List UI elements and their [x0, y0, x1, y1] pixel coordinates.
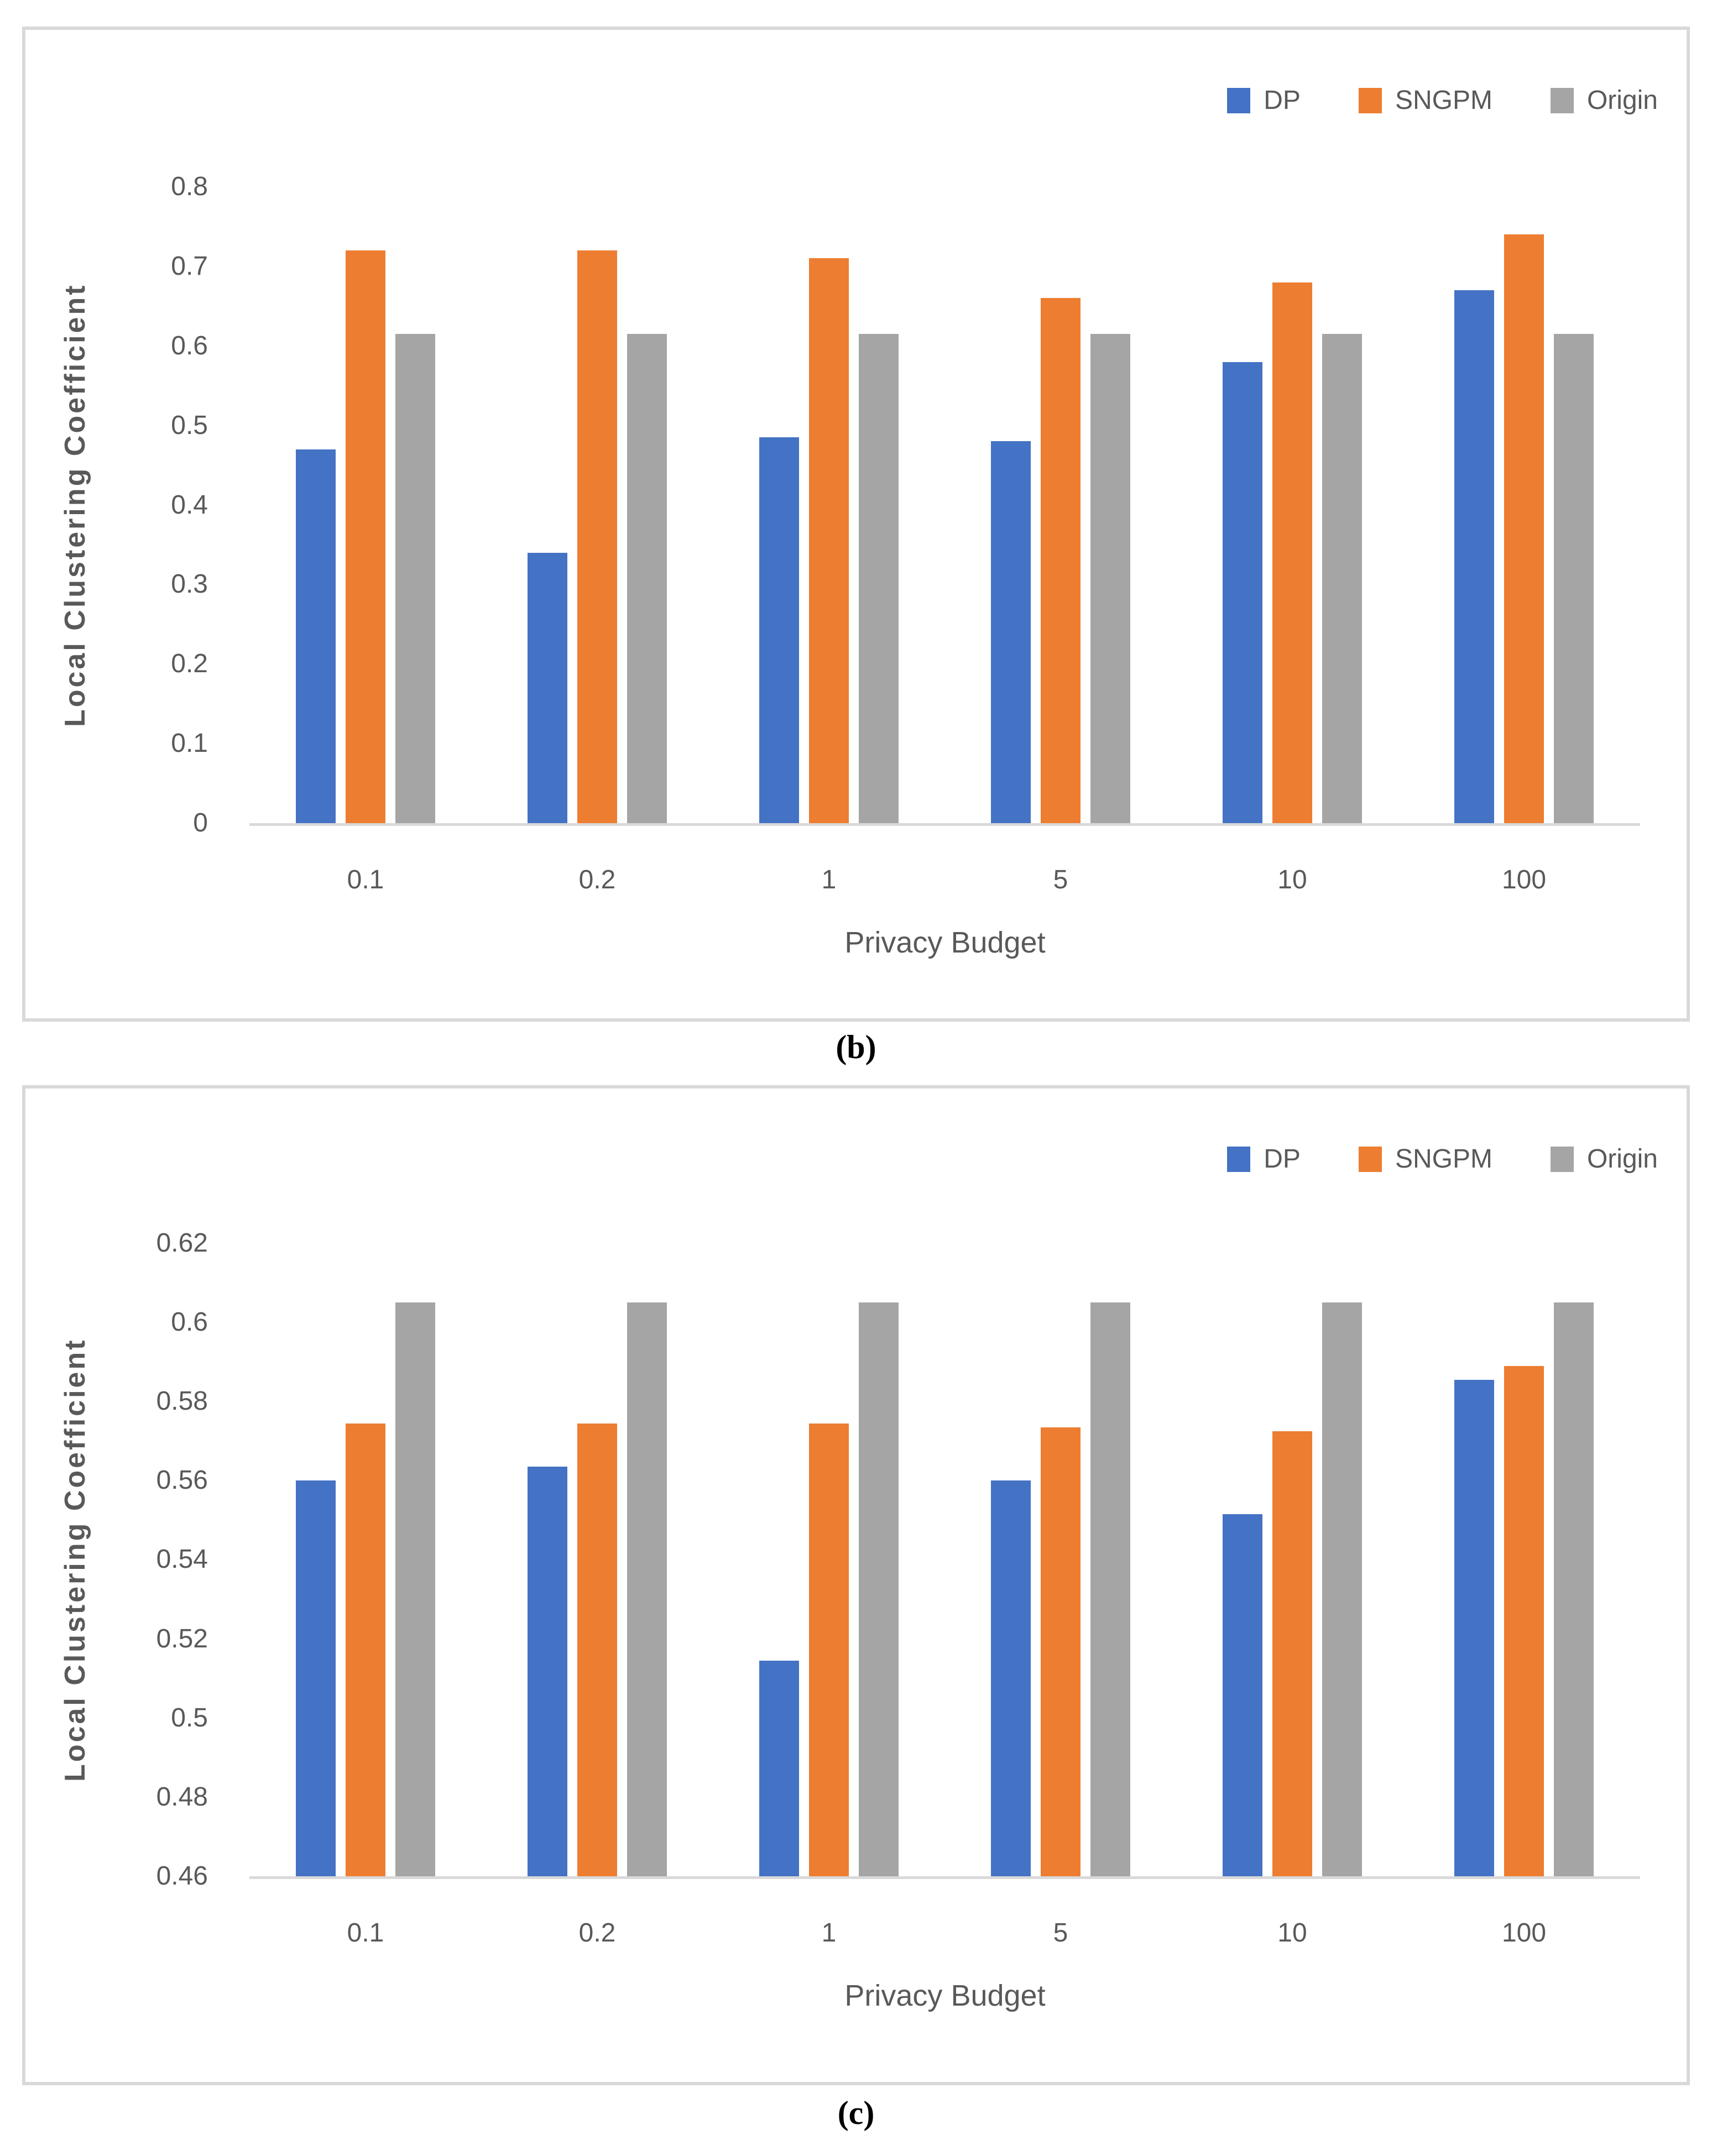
bar-origin-5: [1090, 334, 1130, 823]
bar-origin-5: [1090, 1302, 1130, 1876]
legend-item-sngpm: SNGPM: [1358, 1144, 1492, 1174]
y-tick-label: 0.54: [156, 1545, 208, 1574]
bar-dp-0.1: [296, 1480, 336, 1876]
bar-dp-100: [1454, 1380, 1494, 1876]
legend-swatch-sngpm: [1358, 1146, 1382, 1172]
x-tick-label: 1: [821, 865, 837, 894]
x-tick-label: 0.2: [578, 865, 616, 894]
legend-swatch-dp: [1227, 87, 1251, 113]
x-axis-title: Privacy Budget: [844, 1979, 1046, 2012]
x-tick-label: 1: [821, 1918, 837, 1948]
x-axis-line: [249, 1876, 1640, 1879]
legend-item-origin: Origin: [1550, 1144, 1658, 1174]
legend-swatch-origin: [1550, 87, 1574, 113]
plot-area: [249, 187, 1640, 826]
x-axis-title: Privacy Budget: [844, 926, 1046, 959]
bar-dp-0.2: [528, 553, 567, 823]
legend: DP SNGPM Origin: [1227, 1144, 1658, 1174]
legend: DP SNGPM Origin: [1227, 85, 1658, 116]
bar-sngpm-0.2: [577, 1424, 617, 1876]
y-tick-label: 0.52: [156, 1624, 208, 1653]
bar-sngpm-100: [1504, 1366, 1544, 1876]
plot-area: [249, 1243, 1640, 1879]
legend-label: Origin: [1586, 86, 1658, 115]
x-tick-label: 10: [1277, 865, 1307, 894]
bar-dp-0.1: [296, 449, 336, 823]
y-tick-label: 0.48: [156, 1782, 208, 1812]
x-tick-label: 0.1: [347, 865, 384, 894]
legend-item-dp: DP: [1227, 1144, 1301, 1174]
bar-sngpm-5: [1041, 1427, 1081, 1876]
bar-origin-100: [1554, 1302, 1594, 1876]
y-tick-label: 0.56: [156, 1466, 208, 1495]
y-tick-label: 0: [193, 808, 208, 838]
bar-dp-0.2: [528, 1467, 567, 1876]
bar-sngpm-0.1: [346, 250, 385, 823]
x-tick-label: 0.1: [347, 1918, 384, 1948]
bar-origin-1: [859, 334, 899, 823]
legend-label: DP: [1264, 1144, 1301, 1174]
y-tick-label: 0.46: [156, 1861, 208, 1891]
y-tick-label: 0.4: [171, 490, 208, 520]
legend-item-dp: DP: [1227, 85, 1301, 116]
chart-panel-b: DP SNGPM Origin Local Clustering Coefficie…: [22, 27, 1690, 1022]
x-tick-label: 100: [1501, 865, 1547, 894]
x-tick-label: 5: [1053, 1918, 1068, 1948]
bar-dp-10: [1223, 1514, 1262, 1876]
y-tick-label: 0.1: [171, 729, 208, 758]
legend-swatch-origin: [1550, 1146, 1574, 1172]
x-tick-label: 100: [1501, 1918, 1547, 1948]
bar-dp-1: [759, 437, 799, 823]
caption-b: (b): [836, 1029, 876, 1065]
legend-swatch-dp: [1227, 1146, 1251, 1172]
x-tick-label: 5: [1053, 865, 1068, 894]
bar-sngpm-5: [1041, 298, 1081, 823]
y-tick-label: 0.2: [171, 649, 208, 678]
bar-sngpm-10: [1272, 1431, 1312, 1876]
bar-dp-1: [759, 1661, 799, 1876]
bar-dp-5: [991, 1480, 1031, 1876]
y-tick-label: 0.7: [171, 252, 208, 281]
y-tick-label: 0.8: [171, 172, 208, 201]
x-axis-line: [249, 823, 1640, 826]
legend-label: DP: [1264, 86, 1301, 115]
legend-swatch-sngpm: [1358, 87, 1382, 113]
bar-sngpm-1: [809, 1424, 849, 1876]
y-tick-label: 0.5: [171, 411, 208, 440]
bar-sngpm-0.2: [577, 250, 617, 823]
bar-sngpm-10: [1272, 282, 1312, 823]
y-tick-label: 0.3: [171, 569, 208, 599]
y-tick-label: 0.58: [156, 1386, 208, 1416]
legend-item-origin: Origin: [1550, 85, 1658, 116]
bar-origin-0.1: [395, 334, 435, 823]
bar-dp-10: [1223, 362, 1262, 823]
legend-label: Origin: [1586, 1144, 1658, 1174]
bar-dp-100: [1454, 290, 1494, 823]
legend-item-sngpm: SNGPM: [1358, 85, 1492, 116]
legend-label: SNGPM: [1395, 86, 1492, 115]
bar-dp-5: [991, 441, 1031, 823]
y-tick-label: 0.6: [171, 331, 208, 360]
bar-origin-0.2: [627, 1302, 667, 1876]
y-tick-label: 0.62: [156, 1228, 208, 1258]
bar-origin-0.1: [395, 1302, 435, 1876]
bar-origin-10: [1322, 1302, 1362, 1876]
legend-label: SNGPM: [1395, 1144, 1492, 1174]
chart-panel-c: DP SNGPM Origin Local Clustering Coefficie…: [22, 1085, 1690, 2085]
bar-origin-0.2: [627, 334, 667, 823]
y-tick-label: 0.5: [171, 1703, 208, 1733]
x-tick-label: 10: [1277, 1918, 1307, 1948]
bar-sngpm-100: [1504, 234, 1544, 823]
bar-origin-100: [1554, 334, 1594, 823]
bar-sngpm-1: [809, 258, 849, 823]
x-tick-label: 0.2: [578, 1918, 616, 1948]
caption-c: (c): [837, 2095, 875, 2131]
bar-origin-1: [859, 1302, 899, 1876]
y-tick-label: 0.6: [171, 1307, 208, 1337]
bar-sngpm-0.1: [346, 1424, 385, 1876]
bar-origin-10: [1322, 334, 1362, 823]
